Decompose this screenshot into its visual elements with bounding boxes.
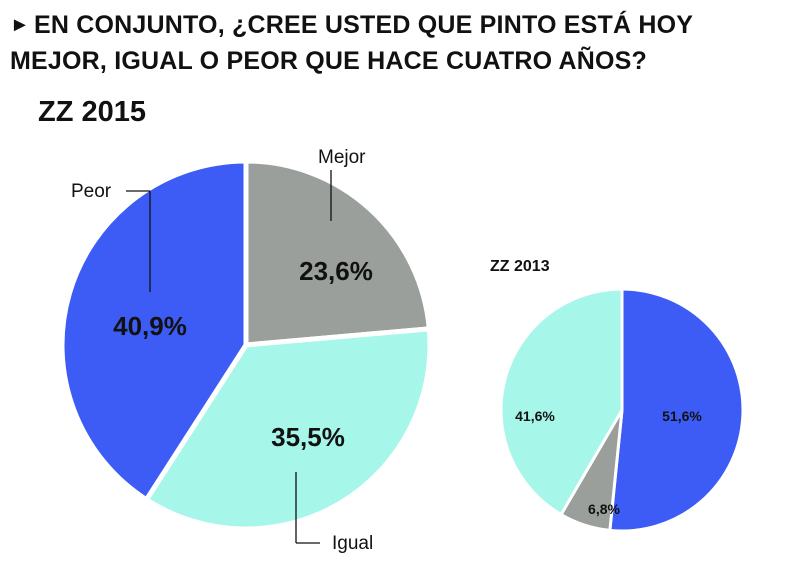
mejor-callout-label: Mejor: [318, 147, 366, 168]
pie-2013-value-label-mejor: 6,8%: [588, 501, 620, 517]
chart-title-2015: ZZ 2015: [38, 96, 146, 128]
headline-line-2: MEJOR, IGUAL O PEOR QUE HACE CUATRO AÑOS…: [10, 47, 647, 75]
triangle-marker-icon: ►: [10, 14, 30, 36]
peor-callout-label: Peor: [71, 181, 112, 202]
pie-2013-value-label-igual: 41,6%: [515, 408, 555, 424]
pie-2015-value-label-mejor: 23,6%: [299, 256, 373, 286]
pie-2013-slice-peor: [608, 287, 745, 533]
chart-annotations: Mejor Peor Igual: [71, 147, 373, 554]
pie-2015-value-label-igual: 35,5%: [271, 422, 345, 452]
pie-2015-slice-peor: [59, 158, 249, 504]
headline-text-1: EN CONJUNTO, ¿CREE USTED QUE PINTO ESTÁ …: [34, 11, 694, 39]
headline-line-1: ► EN CONJUNTO, ¿CREE USTED QUE PINTO ESTÁ…: [10, 8, 790, 44]
headline: ► EN CONJUNTO, ¿CREE USTED QUE PINTO ESTÁ…: [10, 8, 790, 78]
pie-2015-value-label-peor: 40,9%: [113, 311, 187, 341]
chart-title-2013: ZZ 2013: [490, 258, 550, 275]
igual-callout-label: Igual: [332, 533, 373, 554]
pie-2013-slice-igual: [499, 287, 624, 517]
pie-chart-2015: 23,6% 35,5% 40,9%: [59, 158, 433, 532]
pie-2015-slice-igual: [142, 326, 433, 532]
pie-chart-2013: 51,6% 6,8% 41,6%: [499, 287, 745, 533]
pie-2013-value-label-peor: 51,6%: [662, 408, 702, 424]
pie-2015-slice-mejor: [243, 158, 433, 348]
